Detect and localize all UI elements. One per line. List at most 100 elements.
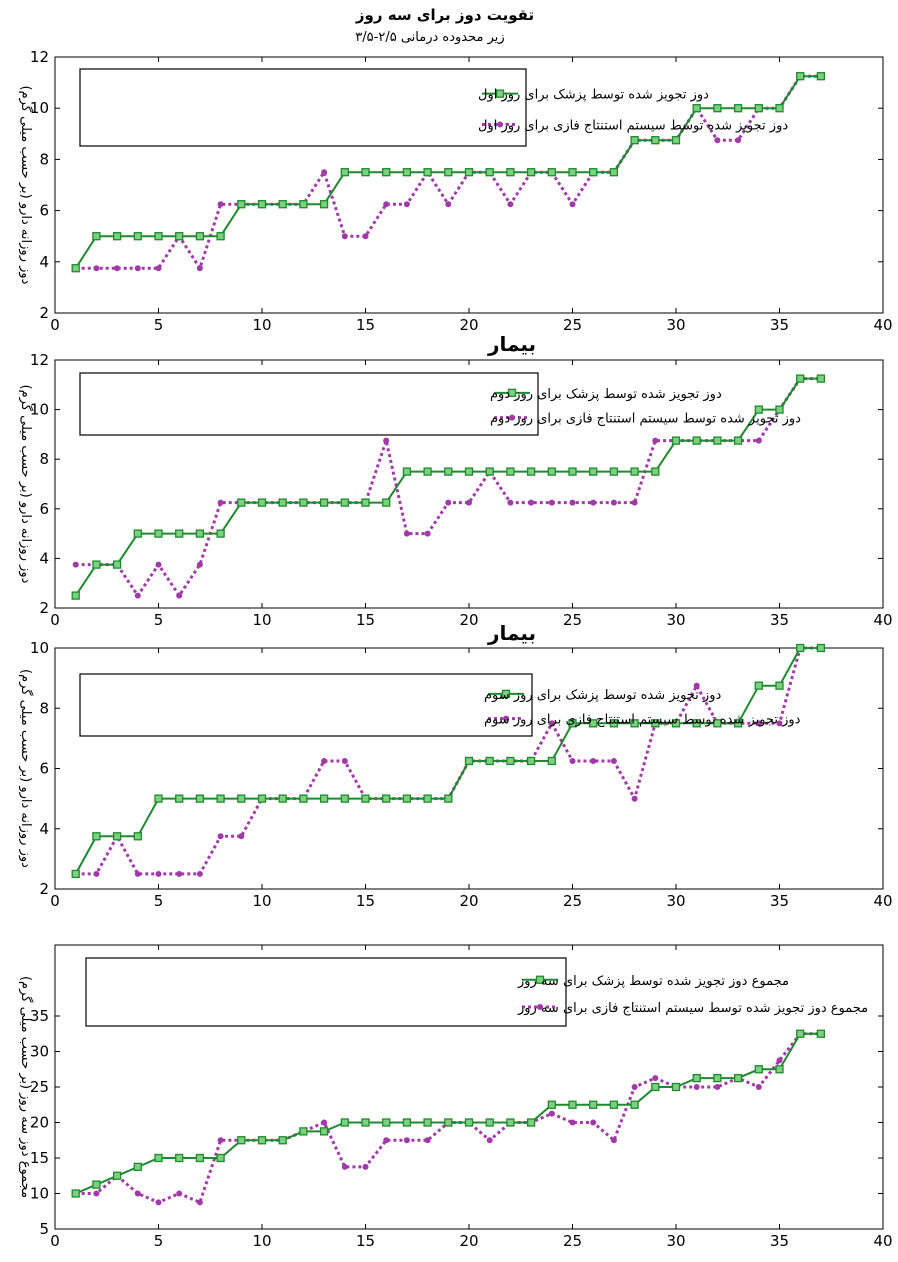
data-point-physician (175, 1153, 184, 1163)
data-point-physician (589, 467, 598, 476)
data-point-fuzzy (93, 265, 100, 272)
data-point-fuzzy (341, 757, 348, 764)
data-point-physician (526, 1118, 536, 1127)
data-point-physician (112, 232, 122, 241)
data-point-fuzzy (217, 201, 224, 208)
series-line-fuzzy (75, 1032, 821, 1205)
y-tick-label: 12 (30, 48, 49, 66)
data-point-fuzzy (134, 870, 141, 877)
data-point-physician (444, 168, 453, 177)
data-point-physician (733, 436, 743, 445)
data-point-physician (278, 498, 287, 507)
data-point-fuzzy (155, 265, 162, 272)
y-axis-label: دوز روزانه دارو (بر حسب میلی گرم) (18, 669, 34, 868)
data-point-physician (547, 168, 556, 177)
data-point-physician (444, 794, 453, 803)
series-physician (71, 1029, 826, 1198)
data-point-physician (464, 756, 474, 766)
data-point-physician (754, 405, 763, 414)
data-point-fuzzy (631, 1084, 638, 1090)
legend-box (85, 957, 567, 1027)
data-point-physician (775, 1065, 784, 1074)
x-tick-label: 35 (770, 316, 789, 334)
series-physician (71, 72, 826, 273)
x-tick-label: 10 (252, 611, 271, 629)
data-point-fuzzy (507, 201, 514, 208)
x-tick-label: 5 (154, 892, 164, 910)
x-tick-label: 10 (252, 1232, 271, 1250)
data-point-fuzzy (114, 265, 121, 272)
x-tick-label: 20 (459, 892, 478, 910)
data-point-fuzzy (362, 233, 369, 240)
data-point-physician (713, 719, 722, 728)
y-tick-label: 10 (30, 639, 49, 657)
data-point-physician (506, 168, 515, 177)
data-point-fuzzy (486, 1137, 493, 1144)
legend-swatch-marker (503, 715, 509, 722)
legend-label: دوز تجویز شده توسط سیستم استنتاج فازی بر… (484, 713, 801, 728)
data-point-physician (547, 756, 556, 766)
data-point-physician (257, 498, 267, 507)
data-point-physician (444, 467, 453, 476)
data-point-fuzzy (155, 561, 162, 568)
data-point-physician (671, 719, 681, 728)
data-point-physician (154, 232, 163, 241)
data-point-physician (506, 1118, 515, 1127)
data-point-physician (278, 1136, 287, 1145)
data-point-physician (526, 168, 536, 177)
x-tick-label: 40 (873, 1232, 892, 1250)
data-point-physician (816, 72, 826, 81)
x-tick-label: 35 (770, 1232, 789, 1250)
y-tick-label: 20 (30, 1114, 49, 1132)
y-tick-label: 35 (30, 1007, 49, 1025)
y-tick-label: 6 (39, 760, 49, 778)
series-physician (71, 374, 826, 600)
data-point-physician (92, 832, 101, 841)
data-point-physician (361, 794, 370, 803)
data-point-fuzzy (569, 757, 576, 764)
x-tick-label: 0 (50, 611, 60, 629)
data-point-fuzzy (196, 265, 203, 272)
data-point-physician (237, 498, 246, 507)
data-point-physician (133, 232, 142, 241)
x-tick-label: 20 (459, 1232, 478, 1250)
y-tick-label: 4 (39, 820, 49, 838)
y-tick-label: 4 (39, 549, 49, 567)
data-point-physician (299, 794, 308, 803)
legend-box (79, 68, 527, 147)
data-point-physician (609, 719, 619, 728)
legend-label: دوز تجویز شده توسط سیستم استنتاج فازی بر… (478, 118, 788, 133)
data-point-physician (340, 498, 349, 507)
data-point-physician (816, 374, 826, 383)
data-point-physician (71, 591, 80, 600)
data-point-physician (609, 168, 619, 177)
legend-swatch-marker (507, 388, 517, 397)
y-tick-label: 10 (30, 401, 49, 419)
legend-box (79, 372, 539, 436)
legend-swatch-marker (495, 89, 505, 98)
data-point-physician (319, 498, 329, 507)
data-point-fuzzy (403, 530, 410, 537)
chart-2: 0 5 10 15 20 25 30 35 40 2 4 6 8 10 12 دوز روزانه دارو … (18, 351, 893, 645)
data-point-physician (671, 1082, 681, 1092)
data-point-fuzzy (507, 499, 514, 506)
data-point-physician (651, 719, 660, 728)
data-point-fuzzy (321, 757, 328, 764)
data-point-physician (692, 719, 701, 728)
data-point-physician (485, 1118, 494, 1127)
data-point-fuzzy (155, 870, 162, 877)
data-point-physician (175, 529, 184, 538)
data-point-fuzzy (383, 1137, 390, 1144)
x-axis-label: بیمار (487, 332, 536, 356)
data-point-fuzzy (610, 1137, 617, 1144)
series-line-physician (75, 1032, 821, 1195)
data-point-physician (237, 794, 246, 803)
data-point-fuzzy (155, 1199, 162, 1206)
data-point-physician (319, 200, 329, 209)
data-point-physician (692, 104, 701, 113)
data-point-physician (651, 136, 660, 145)
data-point-physician (796, 1029, 805, 1038)
x-tick-label: 0 (50, 1232, 60, 1250)
data-point-fuzzy (321, 1119, 328, 1126)
y-axis-label: مجموع دوز سه روز (بر حسب میلی گرم) (18, 976, 34, 1198)
